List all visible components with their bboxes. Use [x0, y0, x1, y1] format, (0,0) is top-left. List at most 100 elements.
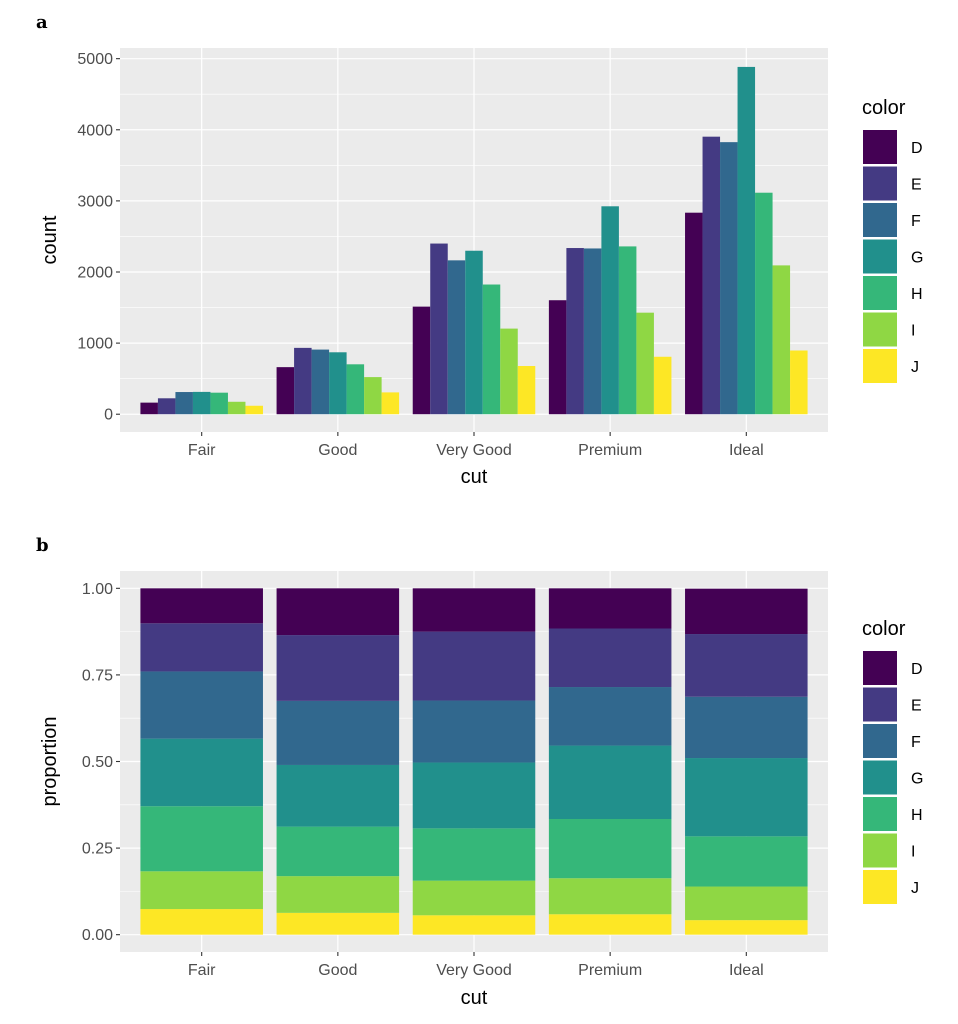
y-tick-label: 3000: [77, 193, 113, 210]
bar-segment: [548, 628, 672, 688]
legend-key: [863, 760, 897, 795]
legend-key: [863, 797, 897, 831]
x-tick-label: Premium: [578, 962, 642, 979]
bar: [311, 349, 330, 415]
y-tick-label: 0: [104, 407, 113, 424]
bar: [430, 243, 448, 415]
legend-key: [863, 687, 897, 722]
bar: [157, 398, 176, 415]
bar-segment: [548, 745, 672, 819]
bar: [482, 284, 501, 415]
legend-label: J: [911, 880, 919, 897]
y-tick-label: 1000: [77, 336, 113, 353]
bar: [790, 350, 808, 415]
legend-key: [863, 724, 897, 758]
panel-b-letter: b: [36, 535, 49, 556]
bar-segment: [412, 880, 536, 916]
bar: [346, 364, 365, 415]
bar: [412, 306, 431, 415]
bar-segment: [140, 588, 263, 624]
legend-key: [863, 312, 897, 347]
y-axis-title: count: [39, 215, 61, 264]
bar-segment: [276, 588, 400, 636]
x-tick-label: Ideal: [729, 442, 764, 459]
bar: [653, 356, 672, 415]
legend-key: [863, 276, 897, 310]
x-axis-title: cut: [461, 987, 488, 1009]
bar-segment: [685, 886, 808, 921]
bar: [772, 265, 791, 415]
bar: [465, 250, 483, 415]
bar-segment: [548, 878, 672, 915]
bar-segment: [412, 700, 536, 763]
bar-segment: [548, 588, 672, 629]
y-axis-title: proportion: [39, 716, 61, 806]
bar-segment: [685, 836, 808, 887]
panel-b-chart: 0.00 0.25 0.50 0.75 1.00 Fair Good Very Good Pre…: [39, 571, 923, 1009]
legend-key: [863, 349, 897, 383]
bar-segment: [685, 588, 808, 635]
bar-segment: [548, 914, 672, 935]
y-tick-label: 1.00: [82, 581, 113, 598]
bar-segment: [140, 909, 263, 935]
y-tick-label: 4000: [77, 122, 113, 139]
bar-segment: [276, 764, 400, 827]
bar-segment: [548, 818, 672, 879]
legend-key: [863, 833, 897, 868]
bar: [192, 391, 211, 415]
bar-segment: [685, 696, 808, 759]
legend-label: E: [911, 177, 922, 194]
bar: [702, 136, 721, 415]
legend-title: color: [862, 618, 906, 640]
bar-segment: [140, 806, 263, 872]
legend-label: I: [911, 844, 915, 861]
bar: [517, 366, 536, 415]
bar-segment: [412, 915, 536, 935]
bar: [755, 192, 773, 415]
legend-label: H: [911, 286, 923, 303]
bar-segment: [412, 631, 536, 701]
bar: [329, 352, 347, 415]
bar: [636, 312, 654, 415]
panel-a-chart: 0 1000 2000 3000 4000 5000 Fair Good Very Good Pr…: [39, 48, 923, 488]
bar-segment: [412, 588, 536, 632]
bar: [294, 347, 312, 415]
bar: [583, 248, 602, 415]
legend-key: [863, 651, 897, 685]
bar: [381, 392, 400, 415]
y-tick-label: 0.75: [82, 667, 113, 684]
legend-label: D: [911, 661, 923, 678]
bar: [566, 248, 584, 415]
panel-a-letter: a: [36, 12, 48, 33]
legend-label: G: [911, 250, 923, 267]
bar-segment: [685, 758, 808, 837]
legend-title: color: [862, 97, 906, 119]
y-tick-label: 0.25: [82, 841, 113, 858]
bar-segment: [685, 634, 808, 697]
bar: [364, 377, 382, 415]
bar-segment: [276, 700, 400, 765]
bar: [618, 246, 637, 415]
bar: [720, 142, 738, 415]
x-tick-label: Fair: [188, 962, 216, 979]
x-tick-label: Ideal: [729, 962, 764, 979]
bar: [140, 402, 158, 415]
bar-segment: [412, 828, 536, 881]
legend-key: [863, 130, 897, 164]
legend-key: [863, 166, 897, 201]
bar: [210, 392, 228, 415]
bar-segment: [140, 623, 263, 672]
bar-segment: [685, 920, 808, 935]
x-tick-label: Good: [318, 442, 357, 459]
legend-label: F: [911, 213, 921, 230]
x-tick-label: Premium: [578, 442, 642, 459]
bar-segment: [276, 635, 400, 701]
bar-segment: [140, 671, 263, 739]
legend-label: F: [911, 734, 921, 751]
x-tick-label: Very Good: [436, 442, 512, 459]
bar: [447, 260, 466, 415]
bar: [227, 401, 246, 415]
bar: [685, 212, 703, 415]
bar-segment: [276, 826, 400, 877]
